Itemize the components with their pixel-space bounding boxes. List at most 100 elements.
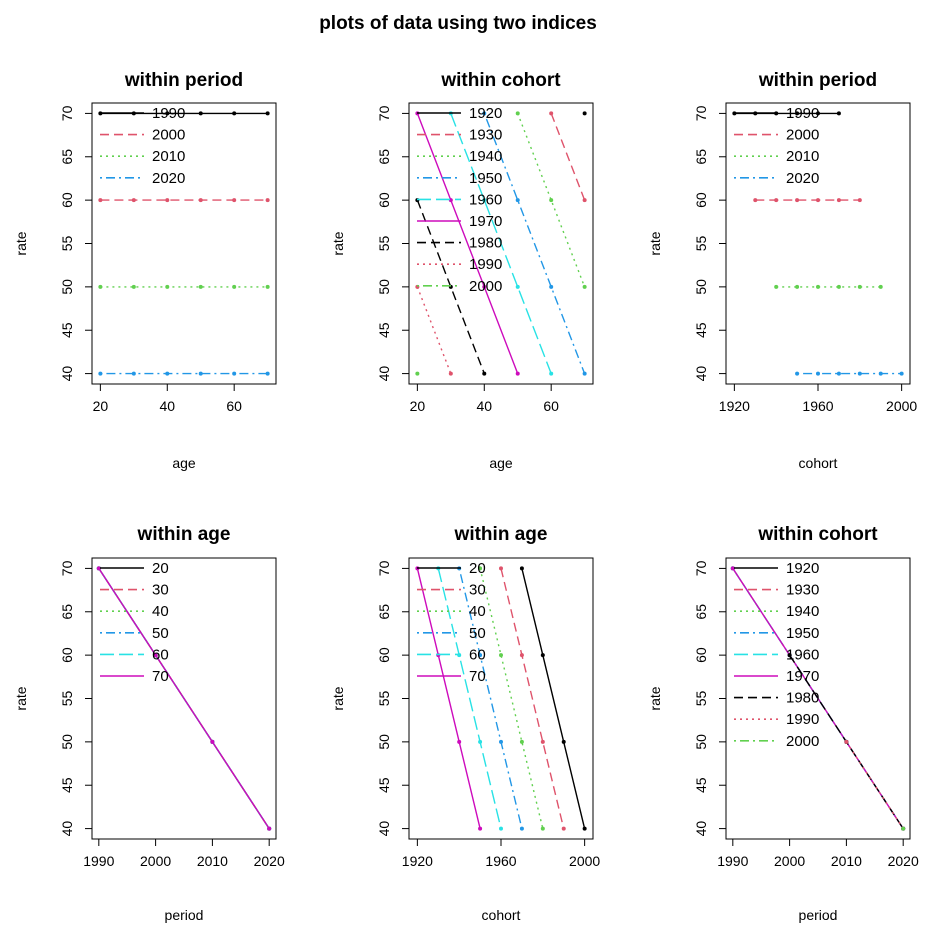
panel-6: within cohort 1990 2000 2010 2020 40 45 50 55 60 6… (647, 524, 919, 923)
data-point (131, 198, 136, 203)
legend-label: 1940 (786, 603, 819, 620)
panel-5: within age 1920 1960 2000 40 45 50 55 60 65 70 coho… (330, 524, 600, 923)
panel-title: within period (124, 70, 243, 91)
data-point (198, 371, 203, 376)
legend-label: 1990 (786, 711, 819, 728)
x-axis-label: period (799, 907, 838, 923)
x-tick-label: 2000 (140, 853, 171, 869)
y-tick-label: 60 (376, 192, 392, 208)
main-title: plots of data using two indices (319, 13, 597, 34)
data-point (499, 739, 503, 744)
y-tick-label: 45 (59, 777, 75, 793)
data-point (836, 284, 841, 289)
x-axis-label: cohort (799, 455, 838, 471)
legend-label: 1940 (469, 148, 502, 165)
y-axis-label: rate (330, 686, 346, 710)
series-line (458, 568, 523, 829)
data-point (561, 739, 566, 744)
legend-label: 1990 (152, 105, 185, 122)
x-tick-label: 1960 (485, 853, 516, 869)
legend: 1920 1930 1940 1950 1960 1970 1980 1990 2000 (417, 105, 502, 295)
legend-label: 1950 (469, 170, 502, 187)
legend-label: 20 (469, 560, 486, 577)
y-tick-label: 55 (376, 691, 392, 707)
data-point (816, 111, 820, 116)
data-point (844, 739, 849, 744)
data-point (265, 198, 270, 203)
data-point (232, 284, 237, 289)
legend-label: 2000 (786, 127, 819, 144)
series-1970 (415, 111, 520, 376)
legend: 1920 1930 1940 1950 1960 1970 1980 1990 2000 (734, 560, 819, 750)
data-point (857, 284, 862, 289)
legend-label: 1970 (469, 213, 502, 230)
legend-label: 60 (469, 646, 486, 663)
y-tick-label: 55 (376, 236, 392, 252)
series-line (479, 568, 544, 829)
legend: 20 30 40 50 60 70 (100, 560, 169, 685)
y-axis-label: rate (647, 231, 663, 255)
y-tick-label: 70 (693, 105, 709, 121)
legend-label: 50 (469, 625, 486, 642)
y-tick-label: 40 (59, 366, 75, 382)
x-tick-label: 40 (159, 398, 175, 414)
series-line (483, 113, 586, 374)
series-2000 (415, 371, 420, 376)
data-point (795, 111, 800, 116)
legend-label: 70 (469, 668, 486, 685)
data-point (96, 566, 101, 571)
y-tick-label: 60 (693, 192, 709, 208)
y-tick-label: 55 (59, 236, 75, 252)
legend-label: 1970 (786, 668, 819, 685)
y-tick-label: 70 (376, 560, 392, 576)
y-axis-label: rate (647, 686, 663, 710)
data-point (582, 371, 587, 376)
data-point (265, 111, 270, 116)
panels-group: within period 20 40 60 40 45 50 55 60 65 70 age rate… (13, 70, 919, 923)
data-point (515, 111, 520, 116)
data-point (582, 111, 587, 116)
data-point (519, 653, 524, 658)
series-line (98, 568, 270, 829)
legend-label: 1930 (469, 127, 502, 144)
series-2020 (795, 371, 904, 376)
x-tick-label: 1960 (802, 398, 833, 414)
y-tick-label: 60 (59, 647, 75, 663)
series-1990 (415, 284, 453, 376)
panel-title: within period (758, 70, 877, 91)
data-point (232, 198, 237, 203)
series-line (517, 113, 586, 288)
legend-label: 30 (152, 582, 169, 599)
series-50 (457, 566, 524, 831)
y-tick-label: 55 (59, 691, 75, 707)
y-tick-label: 45 (376, 777, 392, 793)
legend-label: 2020 (152, 170, 185, 187)
y-tick-label: 65 (376, 149, 392, 165)
y-axis-label: rate (13, 231, 29, 255)
series-2010 (774, 284, 883, 289)
data-point (478, 566, 483, 571)
data-point (582, 284, 587, 289)
legend-label: 1990 (786, 105, 819, 122)
x-tick-label: 20 (410, 398, 426, 414)
data-point (165, 111, 170, 116)
data-point (519, 739, 524, 744)
data-point (499, 566, 503, 571)
data-point (540, 739, 545, 744)
x-tick-label: 1990 (717, 853, 748, 869)
data-point (774, 198, 779, 203)
x-axis-label: cohort (482, 907, 521, 923)
data-point (561, 826, 566, 831)
y-tick-label: 70 (59, 560, 75, 576)
plot-frame (91, 102, 277, 385)
data-point (482, 371, 487, 376)
series-1950 (482, 111, 587, 376)
panel-4: within age 1990 2000 2010 2020 40 45 50 55 60 65 70… (13, 524, 285, 923)
x-axis-label: age (489, 455, 513, 471)
data-point (265, 284, 270, 289)
y-tick-label: 40 (376, 821, 392, 837)
series-2000 (98, 198, 270, 203)
x-tick-label: 1920 (719, 398, 750, 414)
data-point (478, 653, 483, 658)
